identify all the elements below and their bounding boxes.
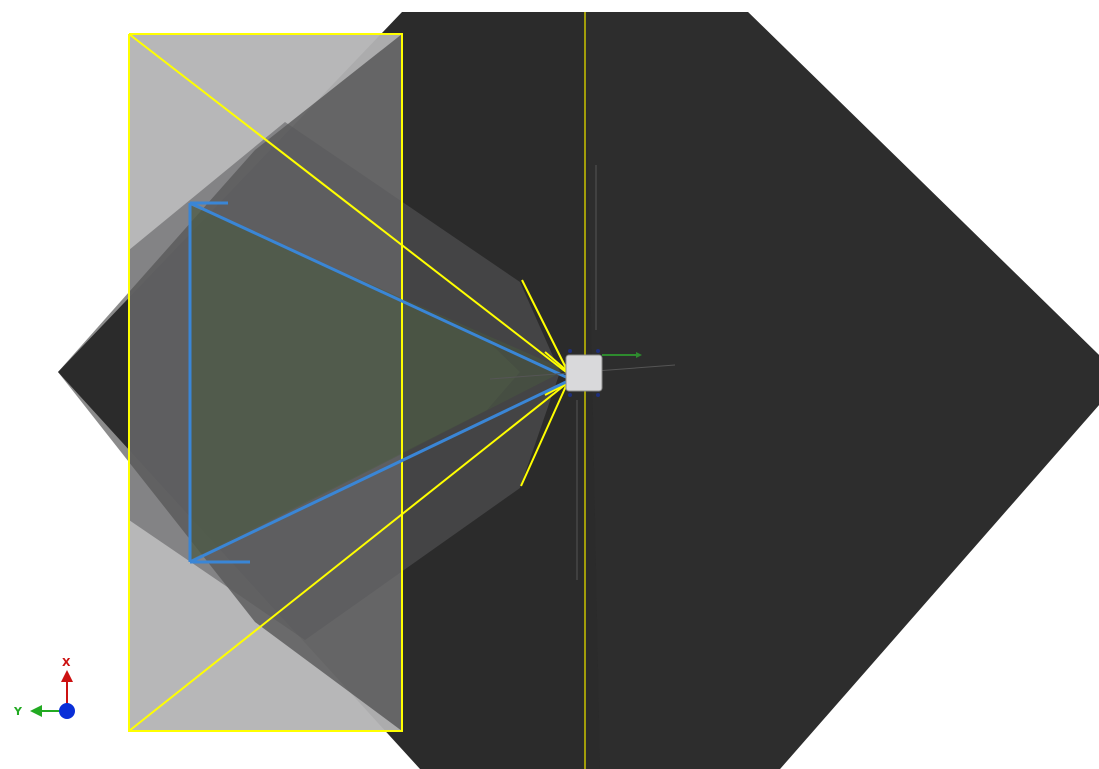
yellow-frustum-edge-bottom [128, 383, 567, 732]
blue-frustum-edge-bottom [189, 380, 567, 564]
sensor-handle-br[interactable] [596, 393, 600, 397]
yellow-frustum-edge-top [128, 33, 567, 373]
coverage-wedge-inner [190, 205, 520, 560]
sensor-handle-tl[interactable] [568, 349, 572, 353]
yellow-frustum[interactable] [128, 33, 567, 732]
yellow-ray-2 [520, 385, 567, 487]
green-frustum-fill [190, 205, 566, 562]
blue-frustum-edge-top [189, 201, 567, 379]
yellow-ray-1 [521, 279, 567, 369]
sensor-handle-bl[interactable] [568, 393, 572, 397]
blue-frustum[interactable] [188, 201, 567, 564]
sensor-direction-arrow-head [636, 352, 642, 358]
yellow-ray-3 [544, 351, 567, 371]
ground-plane-shade [585, 12, 1099, 769]
sensor-box [565, 354, 603, 392]
sensor-handle-tr[interactable] [596, 349, 600, 353]
yellow-ray-4 [544, 383, 567, 396]
yellow-frustum-rect [128, 33, 403, 732]
sensor-body[interactable] [565, 349, 642, 397]
